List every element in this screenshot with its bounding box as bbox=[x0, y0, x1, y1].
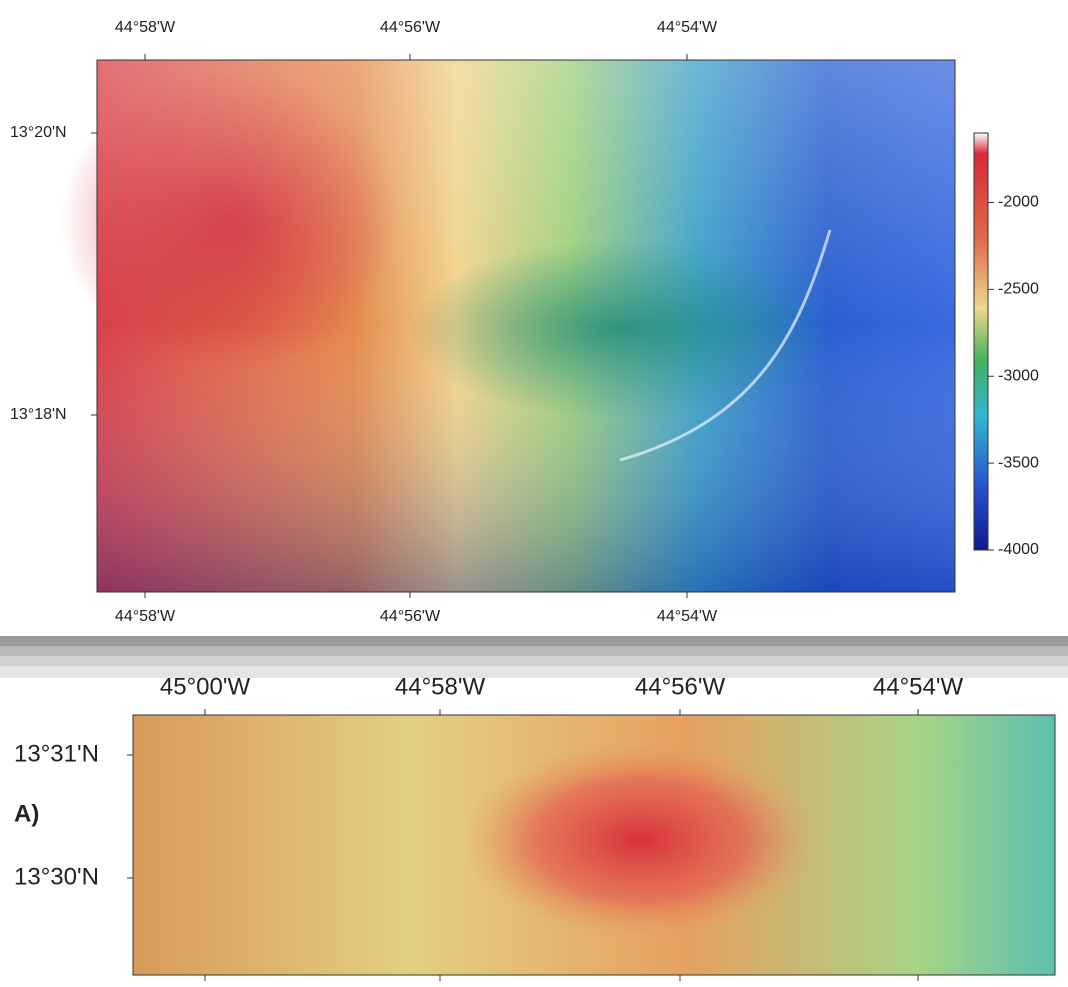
y-tick-label: 13°30'N bbox=[14, 863, 99, 890]
y-tick-label: 13°20'N bbox=[10, 124, 67, 141]
x-tick-label: 44°56'W bbox=[380, 19, 441, 36]
ridge bbox=[619, 229, 832, 462]
colorbar-tick-label: -2500 bbox=[998, 281, 1039, 298]
x-tick-label: 44°54'W bbox=[657, 19, 718, 36]
band bbox=[0, 646, 1068, 656]
y-tick-label: 13°18'N bbox=[10, 406, 67, 423]
relief bbox=[460, 740, 820, 940]
colorbar-tick-label: -4000 bbox=[998, 541, 1039, 558]
x-tick-label: 44°58'W bbox=[115, 608, 176, 625]
x-tick-label: 44°54'W bbox=[873, 673, 964, 700]
colorbar-tick-label: -3000 bbox=[998, 367, 1039, 384]
colorbar-tick-label: -2000 bbox=[998, 194, 1039, 211]
x-tick-label: 44°56'W bbox=[380, 608, 441, 625]
frame bbox=[132, 714, 1056, 976]
shading bbox=[97, 60, 955, 592]
separator bbox=[0, 636, 1068, 678]
band bbox=[0, 636, 1068, 646]
band bbox=[0, 666, 1068, 678]
x-tick-label: 44°58'W bbox=[115, 19, 176, 36]
x-tick-label: 44°58'W bbox=[395, 673, 486, 700]
frame bbox=[96, 59, 956, 593]
band bbox=[0, 656, 1068, 666]
x-tick-label: 44°54'W bbox=[657, 608, 718, 625]
map-panel-2 bbox=[132, 714, 1056, 976]
y-tick-label: 13°31'N bbox=[14, 740, 99, 767]
panel-label: A) bbox=[14, 800, 39, 827]
x-tick-label: 45°00'W bbox=[160, 673, 251, 700]
colorbar-tick-label: -3500 bbox=[998, 454, 1039, 471]
x-tick-label: 44°56'W bbox=[635, 673, 726, 700]
colorbar bbox=[973, 132, 989, 551]
map-panel-1 bbox=[60, 59, 956, 593]
